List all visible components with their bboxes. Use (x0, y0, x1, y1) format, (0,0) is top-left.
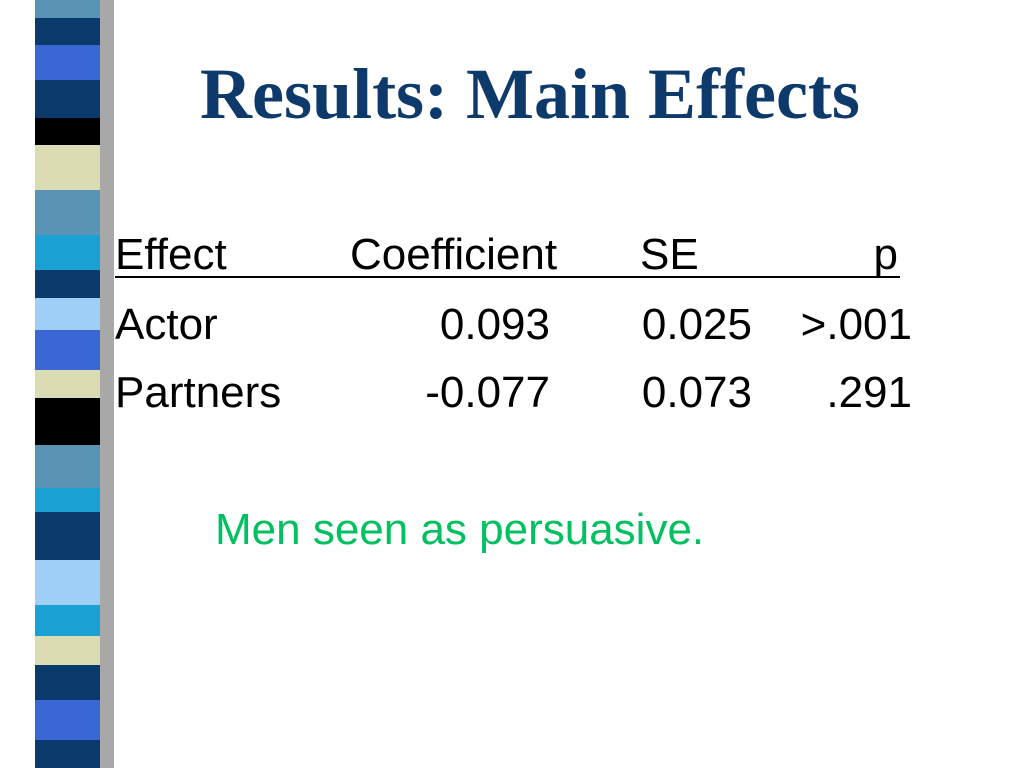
header-underline (115, 276, 900, 278)
table-cell: >.001 (800, 300, 912, 349)
table-header: p (873, 230, 898, 279)
table-header: Effect (115, 230, 227, 279)
table-cell: Partners (115, 368, 282, 417)
table-cell: .291 (826, 368, 912, 417)
table-cell: 0.025 (641, 300, 752, 349)
table-header: Coefficient (350, 230, 558, 279)
slide-title: Results: Main Effects (200, 54, 860, 134)
table-cell: 0.073 (641, 368, 752, 417)
decorative-stripe (35, 0, 114, 768)
note: Men seen as persuasive. (215, 505, 705, 554)
table-cell: -0.077 (425, 368, 550, 417)
table-cell: 0.093 (439, 300, 550, 349)
table-cell: Actor (115, 300, 218, 349)
table-header: SE (640, 230, 699, 279)
